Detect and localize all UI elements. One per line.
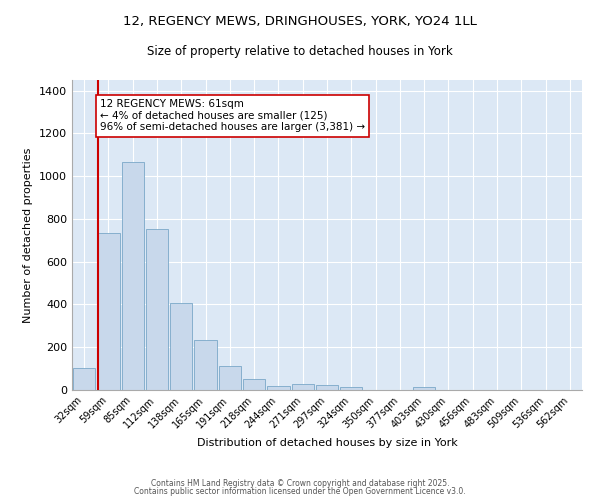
Bar xyxy=(170,304,193,390)
Bar xyxy=(218,366,241,390)
Y-axis label: Number of detached properties: Number of detached properties xyxy=(23,148,34,322)
Bar xyxy=(267,386,290,390)
Text: Size of property relative to detached houses in York: Size of property relative to detached ho… xyxy=(147,45,453,58)
Bar xyxy=(292,384,314,390)
Text: 12 REGENCY MEWS: 61sqm
← 4% of detached houses are smaller (125)
96% of semi-det: 12 REGENCY MEWS: 61sqm ← 4% of detached … xyxy=(100,99,365,132)
Bar xyxy=(413,388,436,390)
Text: Contains public sector information licensed under the Open Government Licence v3: Contains public sector information licen… xyxy=(134,487,466,496)
Bar xyxy=(316,386,338,390)
Bar xyxy=(73,368,95,390)
Bar xyxy=(340,387,362,390)
Text: 12, REGENCY MEWS, DRINGHOUSES, YORK, YO24 1LL: 12, REGENCY MEWS, DRINGHOUSES, YORK, YO2… xyxy=(123,15,477,28)
Bar xyxy=(243,380,265,390)
Bar xyxy=(194,340,217,390)
Bar xyxy=(122,162,144,390)
X-axis label: Distribution of detached houses by size in York: Distribution of detached houses by size … xyxy=(197,438,457,448)
Bar xyxy=(146,228,168,390)
Bar xyxy=(97,233,119,390)
Text: Contains HM Land Registry data © Crown copyright and database right 2025.: Contains HM Land Registry data © Crown c… xyxy=(151,478,449,488)
